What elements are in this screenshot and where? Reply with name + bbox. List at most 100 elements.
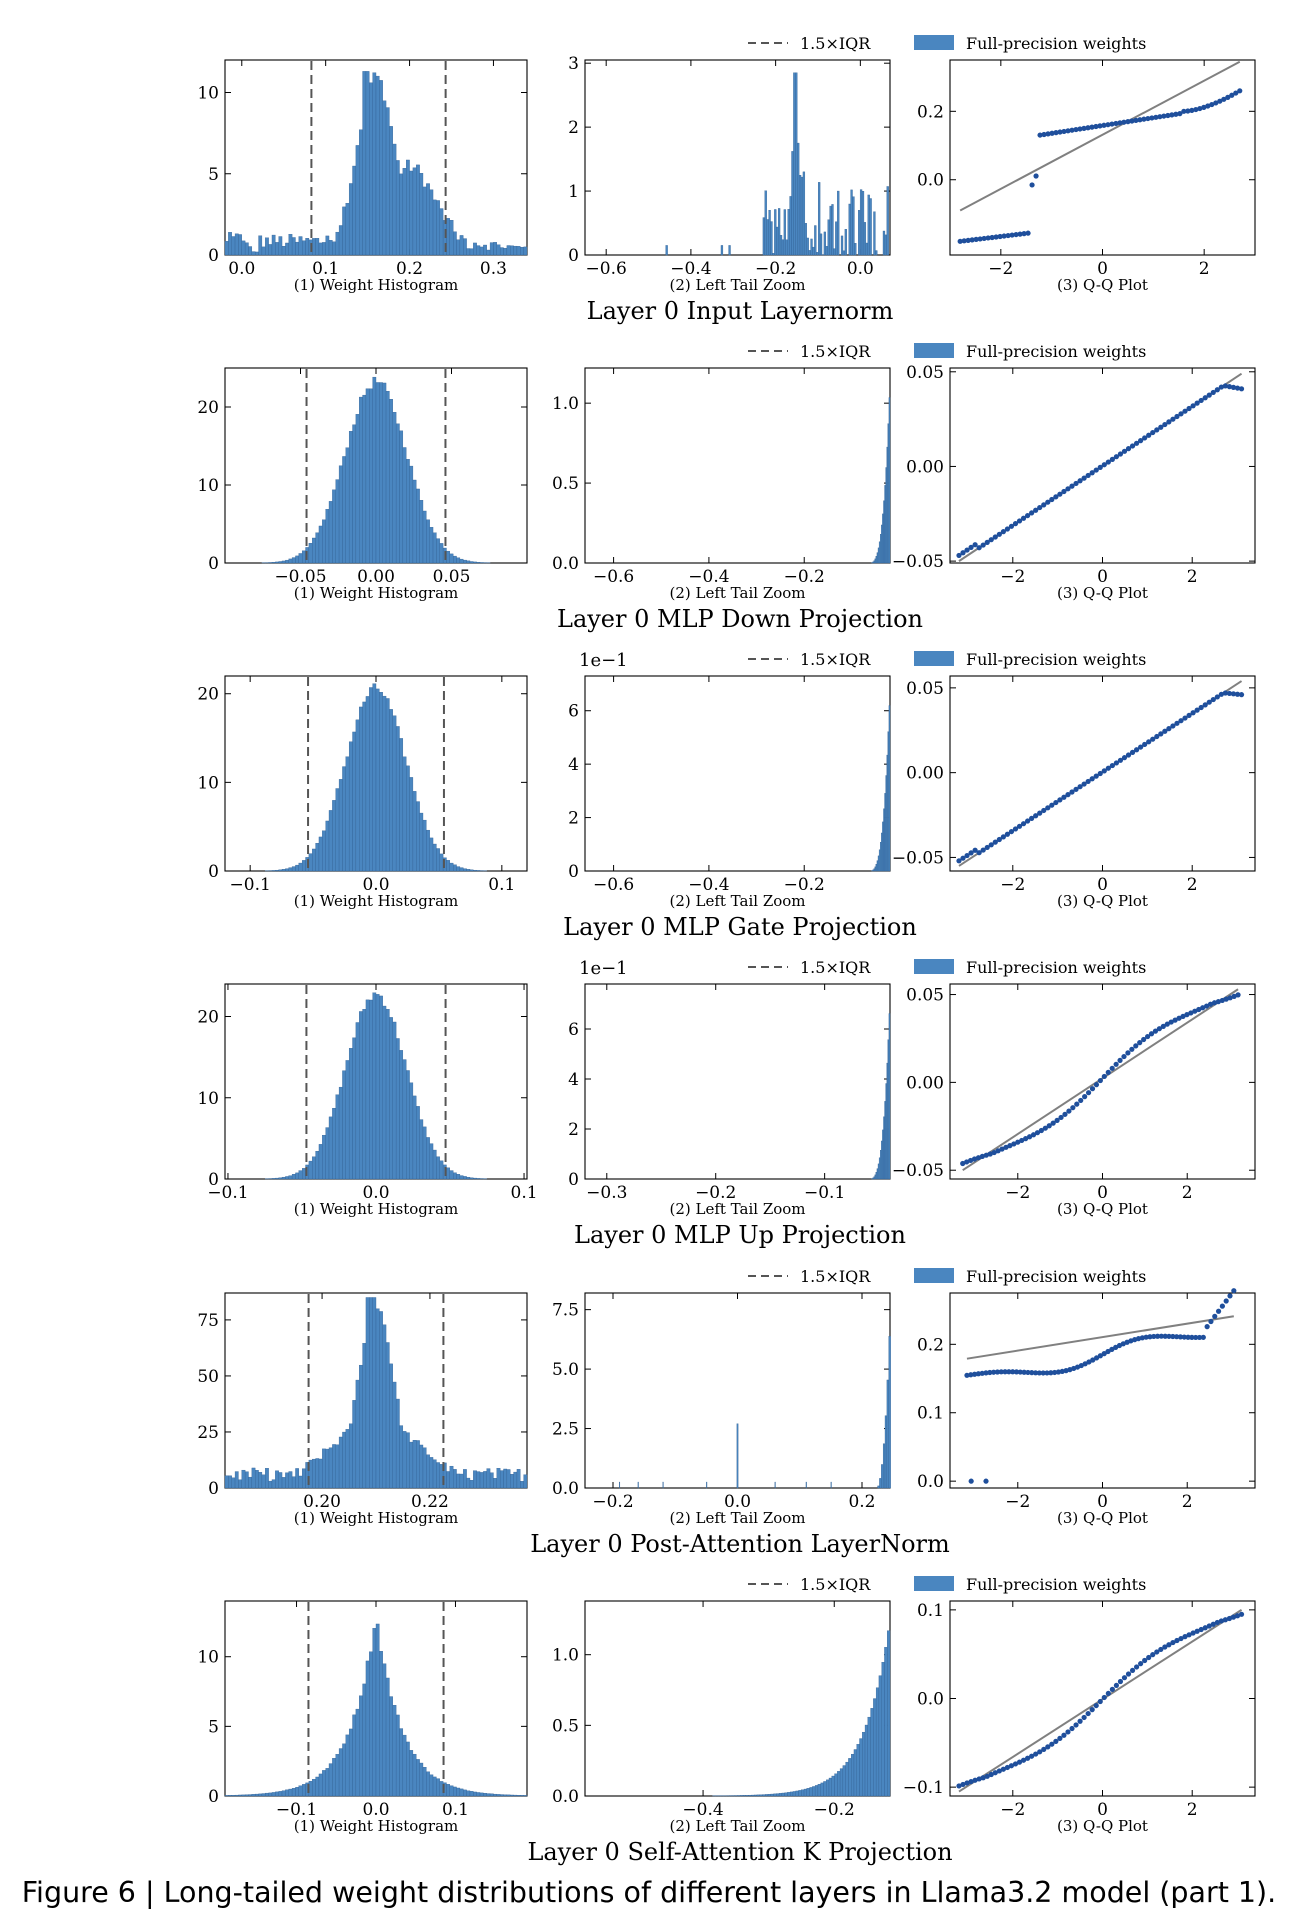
histogram-bar	[798, 1790, 802, 1797]
histogram-bar	[875, 1687, 880, 1797]
histogram-bar	[352, 1714, 357, 1797]
qq-point	[1105, 1069, 1111, 1075]
y-tick-label: −0.05	[892, 1161, 944, 1181]
y-tick-label: 10	[197, 476, 219, 496]
histogram-bar	[231, 1795, 236, 1797]
histogram-bar	[453, 231, 457, 256]
histogram-bar	[829, 205, 832, 256]
histogram-bar	[332, 489, 336, 564]
qq-point	[960, 855, 966, 861]
qq-point	[979, 1153, 985, 1159]
histogram-bar	[840, 235, 844, 256]
histogram-bar	[429, 837, 434, 872]
qq-point	[1004, 1764, 1011, 1771]
y-tick-label: 75	[197, 1311, 219, 1331]
qq-point	[1149, 115, 1155, 121]
qq-point	[1174, 413, 1180, 420]
qq-point	[957, 238, 963, 244]
figure-row: 1.5×IQR Full-precision weights 0.0 0.1 0.2 0.…	[197, 34, 1256, 325]
histogram-bar	[355, 145, 360, 256]
histogram-bar	[409, 777, 414, 872]
qq-point	[965, 237, 971, 243]
histogram-bar	[325, 1127, 330, 1180]
histogram-bar	[814, 1785, 819, 1797]
histogram-bar	[446, 1471, 450, 1489]
histogram-bar	[499, 247, 504, 256]
panel-label: (3) Q-Q Plot	[1057, 892, 1148, 910]
histogram-bar	[352, 1400, 357, 1489]
histogram-bar	[312, 537, 316, 564]
qq-point	[1181, 1334, 1187, 1340]
qq-point	[1069, 789, 1075, 795]
histogram-bar	[298, 862, 303, 872]
histogram-bar	[422, 186, 427, 256]
qq-point	[1125, 119, 1131, 125]
histogram-bar	[342, 1070, 346, 1180]
histogram-bar	[762, 217, 765, 256]
histogram-bar	[332, 1444, 336, 1489]
qq-point	[960, 1160, 966, 1167]
histogram-bar	[867, 1716, 871, 1797]
qq-point	[1057, 129, 1063, 135]
histogram-bar	[506, 245, 511, 256]
histogram-bar	[409, 465, 414, 564]
histogram-bar	[275, 869, 279, 872]
histogram-bar	[767, 1794, 771, 1797]
qq-point	[1234, 385, 1241, 391]
qq-point	[1097, 1077, 1103, 1084]
qq-point	[1026, 1134, 1033, 1140]
qq-point	[1015, 1139, 1021, 1145]
histogram-bar	[328, 1447, 333, 1489]
qq-point	[1177, 1334, 1184, 1340]
histogram-bar	[466, 560, 471, 564]
qq-point	[1152, 1028, 1159, 1034]
histogram-bar	[429, 189, 434, 256]
histogram-bar	[315, 843, 320, 872]
qq-point	[1210, 1621, 1216, 1627]
y-tick-label: 0.2	[917, 102, 944, 122]
histogram-bar	[503, 247, 508, 256]
qq-point	[1081, 125, 1087, 131]
qq-point	[1089, 776, 1095, 782]
qq-point	[1190, 710, 1196, 716]
histogram-bar	[261, 246, 266, 256]
histogram-bar	[345, 1060, 350, 1180]
qq-point	[1176, 1015, 1182, 1021]
histogram-bar	[828, 1777, 832, 1797]
histogram-bar	[456, 1174, 461, 1180]
histogram-bar	[302, 1468, 306, 1489]
y-tick-label: 0	[208, 1170, 219, 1190]
y-tick-label: 0.1	[917, 1601, 944, 1621]
histogram-bar	[305, 238, 310, 256]
qq-point	[1157, 114, 1163, 120]
histogram-bar	[338, 225, 343, 256]
histogram-bar	[422, 819, 427, 872]
qq-point	[1025, 230, 1031, 236]
histogram-bar	[308, 853, 313, 872]
x-tick-label: 0.22	[411, 1492, 449, 1512]
y-tick-label: 0	[208, 554, 219, 574]
qq-point	[985, 235, 991, 241]
y-tick-label: 6	[568, 702, 579, 722]
histogram-bar	[379, 1651, 383, 1797]
qq-point	[976, 850, 982, 856]
qq-point	[1093, 1082, 1100, 1088]
histogram-bar	[345, 447, 350, 564]
histogram-bar	[842, 1765, 846, 1797]
legend-weights-label: Full-precision weights	[966, 1267, 1146, 1286]
x-tick-label: −0.4	[670, 259, 711, 279]
histogram-bar	[302, 860, 306, 872]
histogram-bar	[792, 1791, 796, 1797]
qq-point	[1006, 1369, 1012, 1375]
qq-point	[980, 847, 986, 853]
histogram-bar	[817, 1784, 821, 1797]
legend-weights-label: Full-precision weights	[966, 34, 1146, 53]
histogram-bar	[318, 836, 323, 872]
histogram-bar	[436, 538, 440, 564]
x-tick-label: −0.6	[593, 567, 634, 587]
qq-point	[1066, 1108, 1072, 1114]
histogram-bar	[466, 869, 471, 872]
legend-iqr-label: 1.5×IQR	[800, 1267, 871, 1286]
qq-point	[1012, 521, 1019, 527]
histogram-bar	[449, 862, 454, 872]
